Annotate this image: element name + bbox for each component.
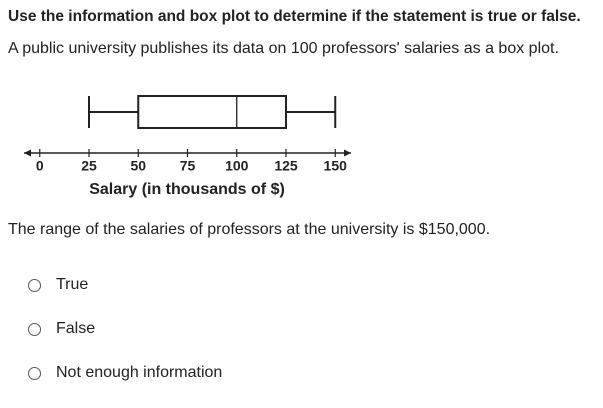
x-axis-label: Salary (in thousands of $) [89,181,285,198]
radio-button[interactable] [28,278,41,292]
option[interactable]: True [28,276,88,294]
statement: The range of the salaries of professors … [8,221,491,238]
radio-button[interactable] [28,322,41,336]
option[interactable]: False [28,320,95,338]
box [137,95,287,129]
axis-arrow [24,149,31,157]
radio-button[interactable] [28,366,41,380]
option-label[interactable]: False [56,320,96,337]
option-label[interactable]: Not enough information [56,364,223,381]
instruction: Use the information and box plot to dete… [8,8,581,25]
option[interactable]: Not enough information [28,364,222,382]
x-tick-label: 50 [130,158,146,174]
x-tick-label: 25 [81,158,97,174]
x-tick-label: 100 [225,158,249,174]
box-plot: Salary (in thousands of $) 0 25 50 75 100 125… [24,95,351,198]
axis-arrow [344,149,351,157]
x-tick-label: 0 [36,158,44,174]
x-tick-label: 125 [274,158,298,174]
x-tick-label: 75 [180,158,196,174]
x-tick-label: 150 [324,158,348,174]
option-label[interactable]: True [56,276,89,293]
prompt: A public university publishes its data o… [8,40,559,57]
